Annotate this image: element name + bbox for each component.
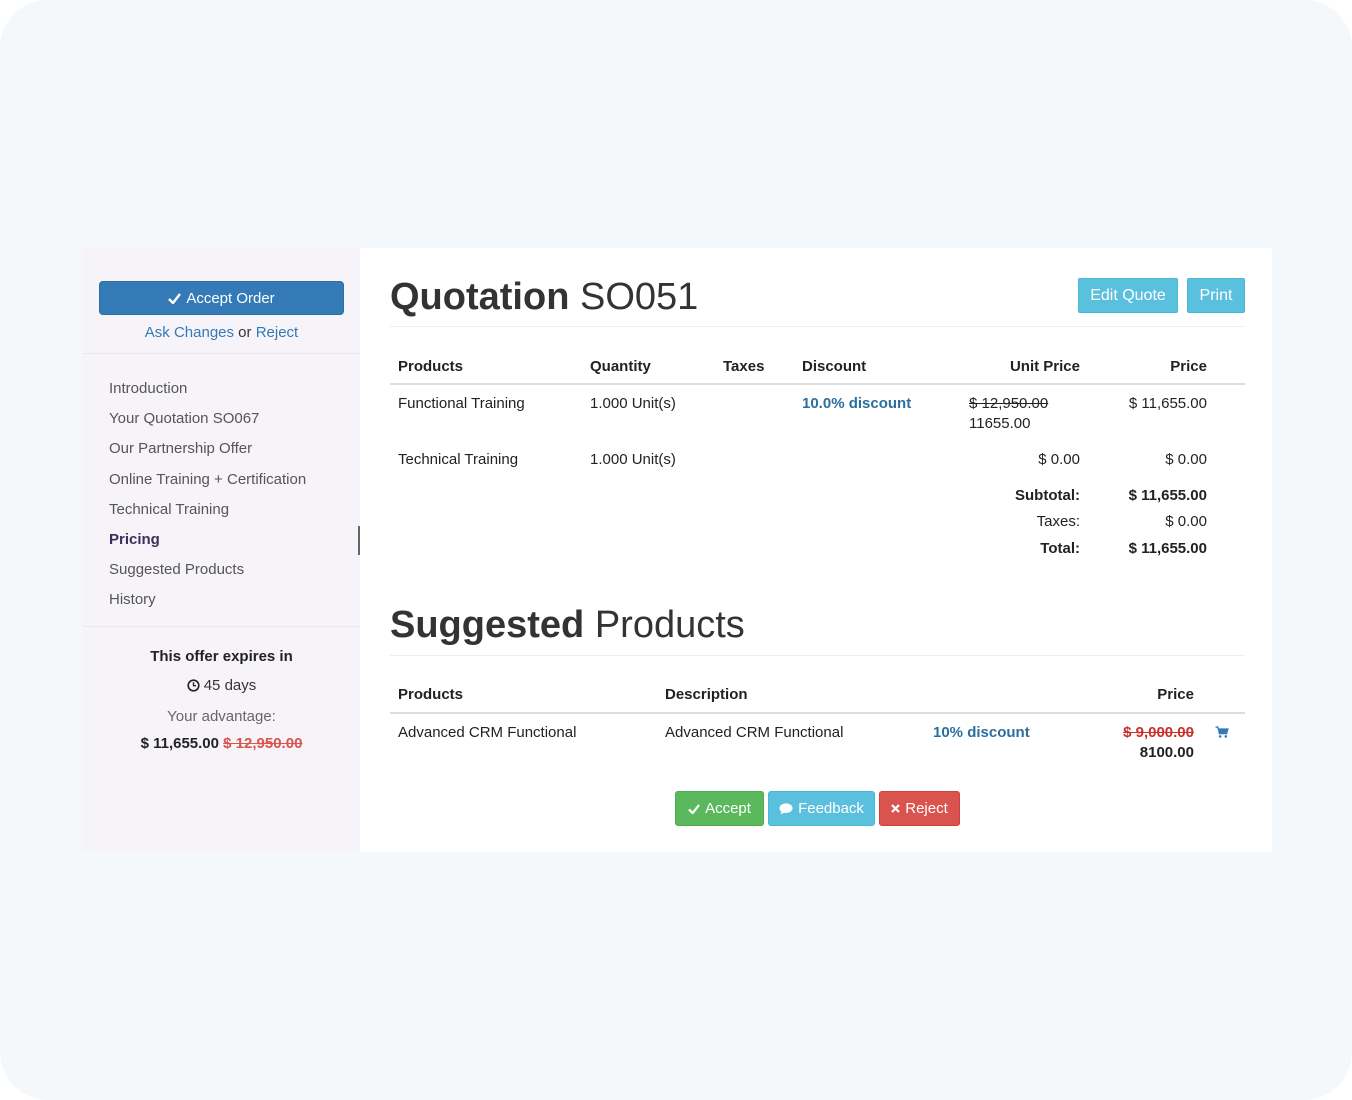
- check-icon: [168, 292, 182, 304]
- expires-value: 45 days: [203, 677, 257, 694]
- total-label: Total:: [1040, 540, 1080, 557]
- print-button[interactable]: Print: [1187, 278, 1245, 313]
- row-price: $ 0.00: [1165, 451, 1207, 468]
- accept-label: Accept: [705, 800, 751, 817]
- or-text: or: [238, 324, 252, 341]
- check-icon: [688, 803, 700, 814]
- suggested-col-price: Price: [1157, 686, 1194, 703]
- subtotal-label: Subtotal:: [1015, 487, 1080, 504]
- feedback-label: Feedback: [798, 800, 864, 817]
- nav-item-history[interactable]: History: [109, 591, 156, 609]
- row-quantity: 1.000 Unit(s): [590, 451, 676, 468]
- suggested-price-old: $ 9,000.00: [1123, 724, 1194, 741]
- sidebar: Accept Order Ask Changes or Reject Intro…: [83, 248, 360, 852]
- quotation-title: Quotation SO051: [390, 276, 698, 319]
- nav-item-technical-training[interactable]: Technical Training: [109, 500, 230, 518]
- advantage-value: $ 11,655.00 $ 12,950.00: [83, 735, 360, 752]
- suggested-col-products: Products: [398, 686, 464, 703]
- subtotal-value: $ 11,655.00: [1128, 487, 1207, 504]
- row-product: Functional Training: [398, 395, 525, 412]
- suggested-title: Suggested Products: [390, 604, 745, 647]
- title-divider: [390, 326, 1245, 327]
- row-unit-price: 11655.00: [969, 415, 1031, 432]
- nav-item-online-training[interactable]: Online Training + Certification: [109, 470, 307, 488]
- expires-label: This offer expires in: [150, 648, 293, 665]
- nav-item-suggested-products[interactable]: Suggested Products: [109, 561, 245, 579]
- shopping-cart-icon[interactable]: [1215, 726, 1229, 738]
- advantage-old-price: $ 12,950.00: [223, 735, 303, 752]
- nav-item-your-quotation[interactable]: Your Quotation SO067: [109, 410, 260, 428]
- offer-expiry: This offer expires in 45 days Your advan…: [83, 648, 360, 752]
- col-quantity: Quantity: [590, 358, 651, 375]
- accept-button[interactable]: Accept: [675, 791, 764, 826]
- quotation-number: SO051: [579, 276, 699, 318]
- sidebar-divider: [83, 353, 360, 354]
- col-unit-price: Unit Price: [1009, 358, 1080, 375]
- taxes-label: Taxes:: [1036, 513, 1080, 530]
- reject-link[interactable]: Reject: [255, 324, 299, 341]
- col-products: Products: [398, 358, 464, 375]
- table-header-line: [390, 383, 1245, 385]
- nav-item-introduction[interactable]: Introduction: [109, 380, 188, 397]
- reject-button[interactable]: Reject: [879, 791, 960, 826]
- row-unit-price: $ 0.00: [1038, 451, 1080, 468]
- suggested-title-bold: Suggested: [390, 604, 585, 646]
- suggested-discount: 10% discount: [933, 724, 1030, 741]
- suggested-divider: [390, 655, 1245, 656]
- suggested-product: Advanced CRM Functional: [398, 724, 577, 741]
- row-quantity: 1.000 Unit(s): [590, 395, 676, 412]
- clock-icon: [187, 679, 200, 692]
- sidebar-divider: [83, 626, 360, 627]
- accept-order-button[interactable]: Accept Order: [99, 281, 344, 315]
- col-price: Price: [1170, 358, 1207, 375]
- suggested-price: 8100.00: [1139, 744, 1194, 761]
- nav-item-pricing[interactable]: Pricing: [109, 530, 160, 548]
- reject-label: Reject: [905, 800, 948, 817]
- close-icon: [891, 804, 901, 813]
- feedback-button[interactable]: Feedback: [768, 791, 875, 826]
- advantage-label: Your advantage:: [167, 708, 276, 725]
- ask-changes-link[interactable]: Ask Changes: [144, 324, 234, 341]
- row-unit-price-old: $ 12,950.00: [969, 395, 1049, 412]
- row-discount: 10.0% discount: [802, 395, 912, 412]
- suggested-header-line: [390, 712, 1245, 714]
- expires-value-row: 45 days: [83, 677, 360, 694]
- row-product: Technical Training: [398, 451, 519, 468]
- suggested-description: Advanced CRM Functional: [665, 724, 844, 741]
- active-nav-indicator: [358, 526, 360, 555]
- taxes-value: $ 0.00: [1165, 513, 1207, 530]
- col-discount: Discount: [802, 358, 867, 375]
- quotation-title-bold: Quotation: [390, 276, 570, 318]
- nav-item-partnership-offer[interactable]: Our Partnership Offer: [109, 440, 253, 458]
- sidebar-nav: Introduction Your Quotation SO067 Our Pa…: [109, 379, 306, 621]
- col-taxes: Taxes: [723, 358, 765, 375]
- comment-icon: [779, 802, 793, 814]
- suggested-col-description: Description: [665, 686, 748, 703]
- main-content: Quotation SO051 Edit Quote Print Product…: [390, 248, 1245, 852]
- suggested-title-rest: Products: [594, 604, 745, 646]
- edit-quote-button[interactable]: Edit Quote: [1078, 278, 1178, 313]
- ask-changes-line: Ask Changes or Reject: [83, 324, 360, 341]
- row-price: $ 11,655.00: [1128, 395, 1207, 412]
- advantage-new-price: $ 11,655.00: [140, 735, 219, 752]
- quotation-card: Accept Order Ask Changes or Reject Intro…: [83, 248, 1272, 852]
- accept-order-label: Accept Order: [186, 289, 275, 307]
- total-value: $ 11,655.00: [1128, 540, 1207, 557]
